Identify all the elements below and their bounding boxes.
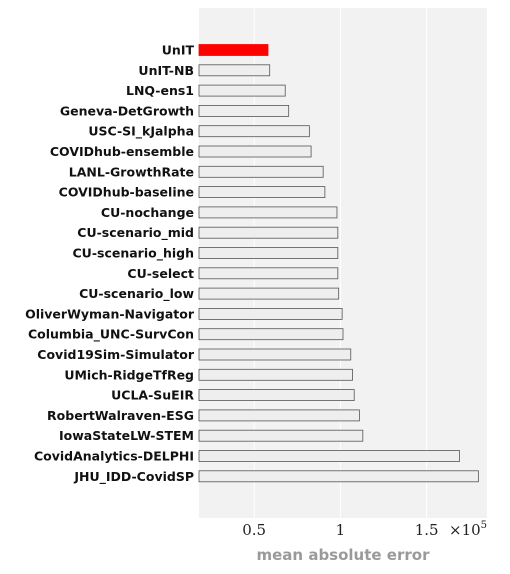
bar-jhu-idd-covidsp	[198, 470, 479, 483]
bar-unit-nb	[198, 64, 271, 77]
category-label: Covid19Sim-Simulator	[37, 347, 195, 362]
category-label: IowaStateLW-STEM	[59, 428, 194, 443]
category-label: UCLA-SuEIR	[111, 388, 194, 403]
category-label: UnIT	[162, 43, 195, 58]
x-axis-multiplier: ×105	[449, 520, 487, 539]
x-tick-labels: 0.5 1 1.5	[242, 521, 438, 539]
bar-lnq-ens1	[198, 84, 286, 97]
bar-covidhub-baseline	[198, 186, 326, 199]
bar-lanl-growthrate	[198, 165, 324, 178]
category-label: CovidAnalytics-DELPHI	[34, 449, 194, 464]
x-tick-label: 0.5	[242, 521, 266, 539]
bar-robertwalraven-esg	[198, 409, 360, 422]
bar-covidanalytics-delphi	[198, 450, 460, 462]
bar-cu-scenario-low	[198, 287, 340, 300]
category-label: CU-nochange	[101, 205, 194, 220]
category-label: UMich-RidgeTfReg	[64, 367, 194, 382]
category-label: CU-scenario_low	[79, 286, 194, 302]
bar-covid19sim-simulator	[198, 348, 352, 361]
bar-unit	[198, 44, 269, 56]
bar-oliverwyman-navigator	[198, 307, 343, 320]
category-label: Columbia_UNC-SurvCon	[28, 327, 194, 343]
bar-cu-nochange	[198, 206, 338, 219]
category-label: CU-scenario_high	[73, 246, 195, 262]
bar-iowastatelw-stem	[198, 429, 364, 442]
x-tick-label: 1.5	[415, 521, 439, 539]
x-tick-label: 1	[336, 521, 346, 539]
bar-cu-select	[198, 267, 339, 280]
category-label: LANL-GrowthRate	[69, 164, 194, 179]
category-label: CU-select	[127, 266, 194, 281]
category-label: USC-SI_kJalpha	[88, 124, 194, 140]
x-axis-label: mean absolute error	[257, 546, 431, 564]
category-label: LNQ-ens1	[126, 83, 194, 98]
category-label: COVIDhub-baseline	[59, 185, 194, 200]
bar-usc-si-kjalpha	[198, 125, 310, 138]
bar-ucla-sueir	[198, 389, 355, 402]
bar-cu-scenario-mid	[198, 226, 339, 239]
category-label: OliverWyman-Navigator	[25, 306, 195, 321]
bar-covidhub-ensemble	[198, 145, 312, 158]
category-label: CU-scenario_mid	[77, 225, 194, 241]
category-label: COVIDhub-ensemble	[50, 144, 194, 159]
category-label: Geneva-DetGrowth	[60, 103, 194, 118]
category-label: JHU_IDD-CovidSP	[73, 469, 194, 485]
bar-umich-ridgetfreg	[198, 368, 353, 381]
bar-columbia-unc-survcon	[198, 328, 344, 341]
bar-geneva-detgrowth	[198, 105, 290, 117]
category-labels: UnIT UnIT-NB LNQ-ens1 Geneva-DetGrowth USC-S…	[25, 43, 195, 485]
bar-cu-scenario-high	[198, 247, 339, 259]
category-label: UnIT-NB	[138, 63, 194, 78]
bars	[198, 44, 479, 483]
category-label: RobertWalraven-ESG	[47, 408, 194, 423]
